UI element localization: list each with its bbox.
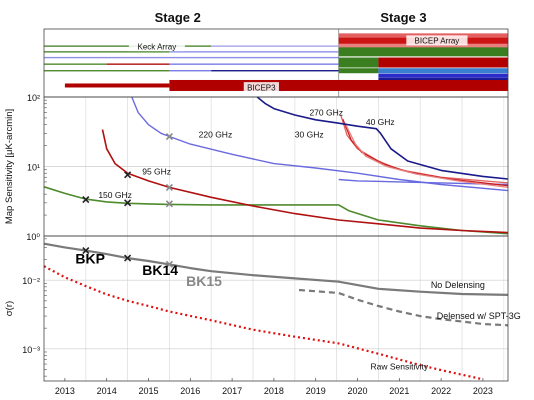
top-marker-stroke (165, 183, 173, 191)
top-y-tick-label-2: 10⁰ (26, 232, 40, 242)
x-tick-label-2015: 2015 (138, 386, 158, 396)
timeline-bar-8 (44, 70, 170, 72)
top-y-tick-label-1: 10¹ (27, 163, 40, 173)
sigma-r-panel: 10⁻² 10⁻³ σ(r) No Delensing Delensed w/ SPT-… (4, 236, 521, 381)
x-tick-label-2016: 2016 (180, 386, 200, 396)
bottom-marker-1 (124, 254, 132, 262)
timeline-bar-0 (44, 45, 212, 47)
stage-label-1: Stage 2 (155, 10, 201, 25)
top-marker-3 (124, 171, 132, 179)
timeline-bar-15 (338, 57, 379, 68)
timeline-bar-13 (338, 43, 508, 48)
top-annotation-5: 40 GHz (366, 117, 395, 127)
top-marker-4 (165, 183, 173, 191)
timeline-bar-19 (378, 73, 508, 78)
bottom-marker-0 (82, 246, 90, 255)
timeline-bar-4 (44, 56, 339, 59)
x-axis: 2013 2014 2015 2016 2017 2018 2019 2020 2021 2022… (43, 28, 509, 396)
timeline-label-bg-2 (243, 82, 279, 93)
x-tick-label-2013: 2013 (55, 386, 75, 396)
bottom-panel-frame (43, 235, 509, 382)
x-tick-label-2014: 2014 (97, 386, 117, 396)
bottom-marker-stroke (165, 260, 173, 268)
x-tick-label-2017: 2017 (222, 386, 242, 396)
timeline-bar-21 (64, 83, 170, 88)
timeline-bar-6 (106, 63, 170, 65)
stage-layer: Stage 2 Stage 3 (155, 10, 427, 25)
timeline-bar-2 (44, 51, 170, 53)
top-y-tick-label-0: 10² (27, 93, 40, 103)
top-annotation-2: 220 GHz (199, 129, 233, 139)
top-series-95 (101, 129, 509, 234)
timeline-bar-5 (44, 63, 107, 65)
timeline-label-bg-0 (128, 41, 185, 52)
timeline-bar-20 (378, 77, 508, 82)
bottom-y-tick-label-0: 10⁻² (22, 276, 40, 286)
x-tick-label-2022: 2022 (431, 386, 451, 396)
timeline-bar-1 (211, 45, 339, 47)
timeline-bar-3 (169, 51, 339, 53)
bottom-annotation-5: BK15 (186, 273, 222, 289)
bottom-series-no-delensing (43, 242, 509, 296)
top-marker-stroke (82, 195, 90, 204)
bottom-annotation-1: Delensed w/ SPT-3G (437, 311, 521, 321)
top-series-220b (338, 178, 509, 186)
timeline-bar-18 (378, 68, 508, 74)
top-annotation-0: 150 GHz (98, 190, 132, 200)
top-series-270 (256, 96, 509, 180)
bottom-marker-stroke (82, 246, 90, 255)
bottom-marker-stroke (124, 254, 132, 262)
timeline-label-1: BICEP Array (415, 37, 460, 46)
timeline-bar-9 (169, 70, 212, 72)
bottom-y-tick-label-1: 10⁻³ (22, 345, 40, 355)
bottom-annotation-4: BK14 (142, 262, 178, 278)
top-marker-stroke (124, 171, 132, 179)
timeline-label-2: BICEP3 (247, 83, 276, 92)
top-marker-0 (82, 195, 90, 204)
top-series-220 (131, 96, 509, 192)
x-tick-label-2019: 2019 (306, 386, 326, 396)
top-marker-1 (124, 199, 132, 207)
top-annotation-3: 270 GHz (309, 107, 343, 117)
stage-label-2: Stage 3 (380, 10, 426, 25)
bottom-marker-2 (165, 260, 173, 268)
top-marker-stroke (165, 132, 173, 141)
top-annotation-1: 95 GHz (142, 166, 171, 176)
timeline-bar-22 (169, 79, 509, 91)
bottom-annotation-3: BKP (75, 251, 105, 267)
timeline-label-bg-1 (406, 35, 468, 46)
bottom-annotation-2: Raw Sensitivity (370, 362, 428, 372)
bottom-series-raw (43, 265, 484, 381)
top-annotation-4: 30 GHz (295, 129, 324, 139)
top-marker-stroke (165, 200, 173, 208)
top-marker-5 (165, 132, 173, 141)
x-tick-label-2023: 2023 (473, 386, 493, 396)
x-tick-label-2018: 2018 (264, 386, 284, 396)
x-tick-label-2021: 2021 (389, 386, 409, 396)
timeline-bar-7 (169, 63, 339, 65)
timeline-bar-14 (338, 47, 508, 57)
timeline-bar-17 (338, 68, 379, 74)
top-y-axis-label: Map Sensitivity [μK-arcmin] (4, 109, 15, 224)
top-series-150 (43, 186, 509, 235)
bottom-annotation-0: No Delensing (431, 280, 485, 290)
timeline-panel: Keck Array BICEP Array BICEP3 (44, 29, 509, 97)
top-marker-2 (165, 200, 173, 208)
top-series-30-40c (344, 122, 509, 189)
timeline-bar-10 (211, 70, 339, 72)
top-marker-stroke (124, 199, 132, 207)
timeline-bar-16 (378, 57, 508, 68)
bottom-series-delensed (298, 288, 509, 327)
x-tick-label-2020: 2020 (347, 386, 367, 396)
bottom-y-axis-label: σ(r) (4, 301, 15, 316)
timeline-label-0: Keck Array (138, 42, 177, 51)
map-sensitivity-panel: 10² 10¹ 10⁰ Map Sensitivity [μK-arcmin] 150 … (4, 93, 509, 242)
